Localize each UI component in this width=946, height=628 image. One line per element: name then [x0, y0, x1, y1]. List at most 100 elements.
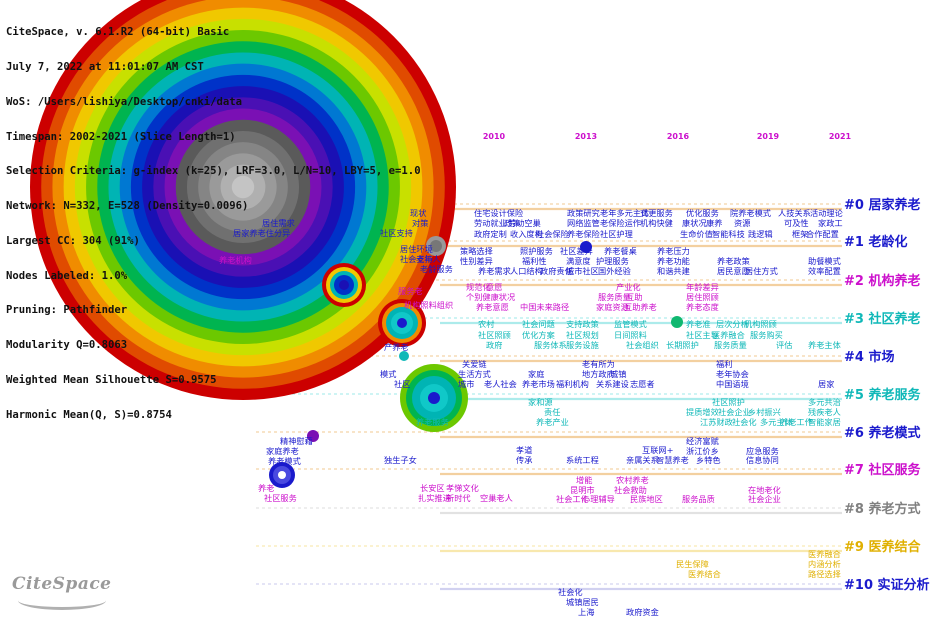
term-label: 路径选择 — [808, 569, 841, 579]
term-label: 家和源 — [528, 397, 553, 407]
cluster-label[interactable]: #3 社区养老 — [844, 311, 920, 327]
term-label: 养老主体 — [808, 340, 841, 350]
summary-line: WoS: /Users/lishiya/Desktop/cnki/data — [6, 95, 242, 108]
term-label: 社会问题 — [522, 319, 555, 329]
term-label: 增能 — [576, 475, 592, 485]
term-label: 系统工程 — [566, 455, 599, 465]
term-label: 规范化 — [466, 282, 491, 292]
term-label: 中国未来路径 — [520, 302, 569, 312]
term-label: 政府资金 — [626, 607, 659, 617]
year-tick: 2016 — [667, 132, 690, 141]
term-label: 照护服务 — [520, 246, 553, 256]
term-label: 服务质量 — [598, 292, 631, 302]
cluster-label[interactable]: #9 医养结合 — [844, 539, 921, 555]
term-label: 意愿 — [486, 282, 502, 292]
term-label: 监管模式 — [614, 319, 647, 329]
term-label: 江苏财政 — [700, 417, 733, 427]
term-label: 政策 — [504, 218, 520, 228]
term-label: 空巢老人 — [480, 493, 513, 503]
term-label: 社会化 — [732, 417, 757, 427]
cluster-label[interactable]: #5 养老服务 — [844, 387, 921, 403]
term-label: 农村养老 — [616, 475, 649, 485]
cluster-label[interactable]: #8 养老方式 — [844, 501, 920, 517]
term-label: 多元主体 — [760, 417, 793, 427]
term-label: 责任 — [544, 407, 560, 417]
term-label: 社会企业 — [718, 407, 751, 417]
cluster-label[interactable]: #10 实证分析 — [844, 577, 930, 593]
term-label: 传承 — [516, 455, 532, 465]
term-label: 对策 — [412, 218, 428, 228]
term-label: 老有所为 — [582, 359, 615, 369]
term-label: 生活方式 — [458, 369, 491, 379]
term-label: 农村 — [478, 319, 494, 329]
term-label: 养老服务 — [416, 417, 449, 427]
term-label: 社会组织 — [626, 340, 659, 350]
term-label: 家庭养老 — [266, 446, 299, 456]
cluster-label[interactable]: #6 养老模式 — [844, 425, 920, 441]
term-label: 践逻辑 — [748, 229, 773, 239]
term-label: 独生子女 — [384, 455, 417, 465]
term-label: 层次分析 — [716, 319, 749, 329]
term-label: 个别健康状况 — [466, 292, 515, 302]
term-label: 居住环境 — [400, 244, 433, 254]
term-label: 应急服务 — [746, 446, 779, 456]
summary-line: Harmonic Mean(Q, S)=0.8754 — [6, 408, 172, 421]
term-label: 孝道 — [516, 445, 532, 455]
term-label: 居家养老住分异 — [233, 228, 290, 238]
term-label: 提质增效 — [686, 407, 719, 417]
term-label: 社区主导 — [686, 330, 719, 340]
term-label: 养老机构 — [219, 255, 252, 265]
term-label: 智慧养老 — [656, 455, 689, 465]
term-label: 孝悌文化 — [446, 483, 479, 493]
term-label: 养老产业 — [536, 417, 569, 427]
cluster-node — [397, 318, 407, 328]
term-label: 产养老 — [384, 342, 409, 352]
cluster-label[interactable]: #1 老龄化 — [844, 234, 907, 250]
term-label: 社区规划 — [566, 330, 599, 340]
term-label: 乡村振兴 — [748, 407, 781, 417]
term-label: 城镇居民 — [566, 597, 599, 607]
term-label: 社会化 — [558, 587, 583, 597]
term-label: 志愿者 — [630, 379, 655, 389]
term-label: 社会工作 — [556, 494, 589, 504]
term-label: 政策研究 — [567, 208, 600, 218]
term-label: 养老工作 — [780, 417, 813, 427]
term-label: 新时代 — [446, 493, 471, 503]
summary-line: July 7, 2022 at 11:01:07 AM CST — [6, 60, 204, 73]
term-label: 智能家居 — [808, 417, 841, 427]
term-label: 居住需求 — [262, 218, 295, 228]
burst-node-ring — [231, 175, 255, 199]
term-label: 居住照顾 — [686, 292, 719, 302]
term-label: 策略选择 — [460, 246, 493, 256]
term-label: 关系建设 — [596, 379, 629, 389]
cluster-label[interactable]: #2 机构养老 — [844, 273, 920, 289]
term-label: 老年多元主体 — [600, 208, 649, 218]
term-label: 院养老模式 — [730, 208, 771, 218]
year-tick: 2010 — [483, 132, 506, 141]
term-label: 支持政策 — [566, 319, 599, 329]
term-label: 政府定制 — [474, 229, 507, 239]
term-label: 服务品质 — [682, 494, 715, 504]
cluster-label[interactable]: #7 社区服务 — [844, 462, 921, 478]
summary-line: Timespan: 2002-2021 (Slice Length=1) — [6, 130, 236, 143]
summary-line: Nodes Labeled: 1.0% — [6, 269, 128, 282]
cluster-node — [278, 471, 286, 479]
term-label: 效率配置 — [808, 266, 841, 276]
term-label: 社区差异 — [560, 246, 593, 256]
term-label: 养老 — [258, 483, 274, 493]
year-tick: 2013 — [575, 132, 597, 141]
term-label: 服务质量 — [714, 340, 747, 350]
term-label: 福利机构 — [556, 379, 589, 389]
cluster-label[interactable]: #0 居家养老 — [844, 197, 920, 213]
term-label: 养老意愿 — [476, 302, 509, 312]
term-label: 优化服务 — [686, 208, 719, 218]
term-label: 人技关系 — [778, 208, 811, 218]
term-label: 关爱链 — [462, 359, 487, 369]
term-label: 心理辅导 — [582, 494, 615, 504]
term-label: 和谐共建 — [657, 266, 690, 276]
term-label: 老人社会 — [484, 379, 517, 389]
cluster-label[interactable]: #4 市场 — [844, 349, 894, 365]
cluster-node — [339, 280, 349, 290]
cluster-node — [430, 240, 442, 252]
